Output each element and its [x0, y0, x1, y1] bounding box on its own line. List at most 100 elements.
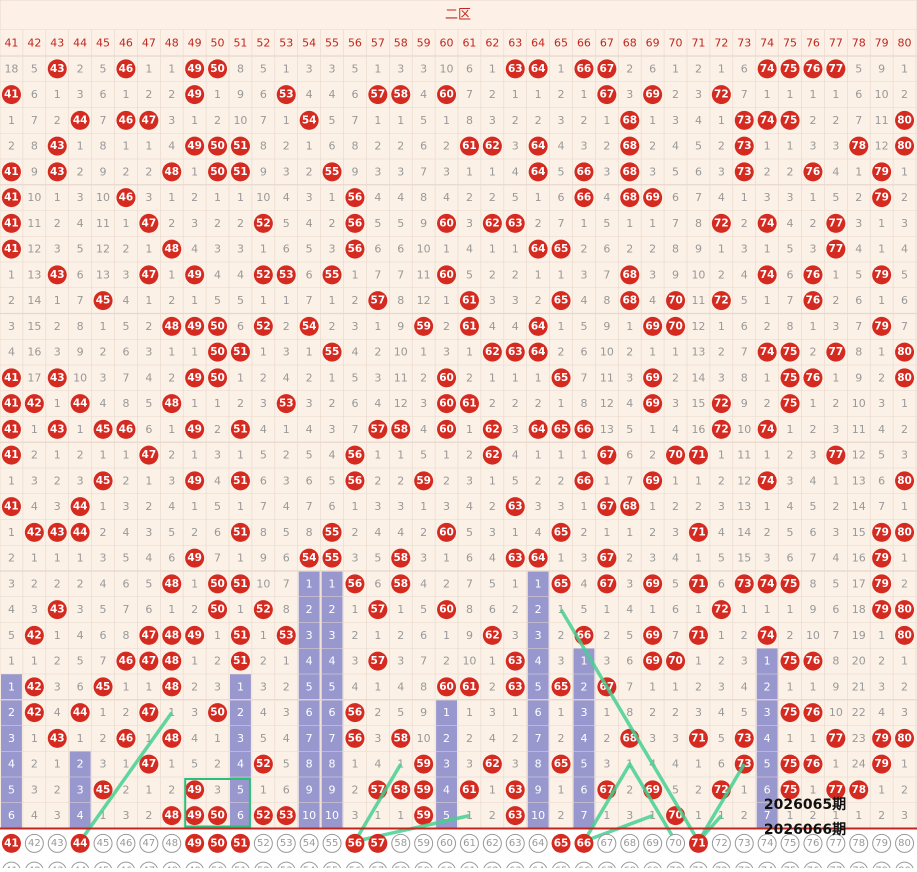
column-header-64: 64 [531, 37, 545, 50]
missing-count: 4 [672, 758, 679, 771]
missing-count: 3 [31, 783, 38, 796]
hit-ball-59 [414, 471, 434, 491]
missing-count: 1 [603, 603, 610, 616]
hit-ball-80 [895, 342, 915, 362]
missing-count: 3 [512, 294, 519, 307]
missing-count: 7 [260, 114, 267, 127]
hit-ball-60 [437, 213, 457, 233]
missing-count: 3 [214, 449, 221, 462]
missing-count: 1 [54, 629, 61, 642]
missing-count: 6 [306, 706, 313, 719]
missing-count: 1 [145, 783, 152, 796]
column-header-57: 57 [371, 37, 385, 50]
missing-count: 4 [443, 191, 450, 204]
missing-count: 1 [145, 62, 152, 75]
hit-ball-64 [528, 342, 548, 362]
missing-count: 2 [512, 397, 519, 410]
missing-count: 1 [31, 552, 38, 565]
missing-count: 5 [168, 526, 175, 539]
hit-ball-label: 80 [897, 604, 912, 616]
missing-count: 1 [741, 783, 748, 796]
missing-count: 3 [145, 346, 152, 359]
last-issue-empty-label: 61 [463, 838, 476, 849]
missing-count: 1 [191, 500, 198, 513]
missing-count: 2 [466, 732, 473, 745]
missing-count: 6 [718, 577, 725, 590]
missing-count: 5 [580, 320, 587, 333]
missing-count: 1 [603, 706, 610, 719]
hit-ball-label: 57 [371, 655, 386, 667]
hit-ball-label: 48 [164, 243, 179, 255]
missing-count: 2 [764, 680, 771, 693]
hit-ball-label: 60 [439, 398, 454, 410]
missing-count: 3 [901, 809, 908, 822]
trend-line [559, 608, 700, 843]
missing-count: 3 [100, 758, 107, 771]
missing-count: 2 [8, 706, 15, 719]
column-header-48: 48 [165, 37, 179, 50]
missing-count: 1 [306, 346, 313, 359]
missing-count: 7 [787, 294, 794, 307]
missing-count: 4 [329, 88, 336, 101]
hit-ball-label: 76 [806, 166, 821, 178]
missing-count: 2 [168, 371, 175, 384]
hit-ball-label: 69 [645, 89, 660, 101]
hit-ball-61 [459, 780, 479, 800]
hit-ball-60 [437, 419, 457, 439]
last-issue-empty-52 [253, 833, 273, 853]
hit-ball-69 [643, 85, 663, 105]
missing-count: 3 [77, 191, 84, 204]
hit-ball-label: 79 [874, 758, 889, 770]
hit-ball-label: 79 [874, 732, 889, 744]
hit-ball-70 [666, 445, 686, 465]
missing-count: 7 [122, 371, 129, 384]
missing-count: 4 [626, 603, 633, 616]
hit-ball-76 [803, 651, 823, 671]
missing-count: 9 [832, 680, 839, 693]
hit-ball-65 [551, 677, 571, 697]
missing-count: 6 [626, 655, 633, 668]
hit-ball-64 [528, 59, 548, 79]
hit-ball-label: 66 [577, 423, 592, 435]
missing-count: 3 [489, 706, 496, 719]
hit-ball-68 [620, 291, 640, 311]
hit-ball-58 [391, 780, 411, 800]
missing-count: 2 [122, 165, 129, 178]
hit-ball-52 [253, 806, 273, 826]
hit-ball-57 [368, 419, 388, 439]
missing-count: 8 [855, 346, 862, 359]
hit-ball-label: 51 [233, 578, 248, 590]
missing-count: 2 [535, 294, 542, 307]
missing-count: 10 [27, 191, 41, 204]
missing-count: 9 [397, 320, 404, 333]
missing-count: 3 [122, 809, 129, 822]
missing-count: 5 [901, 268, 908, 281]
missing-count: 6 [31, 88, 38, 101]
hit-ball-49 [185, 625, 205, 645]
missing-count: 3 [466, 217, 473, 230]
hit-ball-label: 64 [531, 63, 546, 75]
hit-ball-58 [391, 85, 411, 105]
missing-count: 3 [397, 500, 404, 513]
missing-count: 2 [31, 449, 38, 462]
missing-count: 3 [809, 243, 816, 256]
missing-count: 5 [283, 758, 290, 771]
hit-ball-label: 44 [73, 501, 88, 513]
missing-count: 8 [603, 294, 610, 307]
missing-count: 9 [100, 165, 107, 178]
last-issue-empty-62 [482, 833, 502, 853]
hit-ball-79 [872, 600, 892, 620]
missing-count: 1 [489, 62, 496, 75]
hit-ball-label: 80 [897, 372, 912, 384]
missing-count: 2 [145, 320, 152, 333]
hit-ball-label: 45 [96, 423, 111, 435]
column-header-70: 70 [669, 37, 683, 50]
missing-count: 2 [31, 577, 38, 590]
hit-ball-label: 77 [829, 784, 844, 796]
last-issue-empty-label: 43 [51, 838, 64, 849]
missing-count: 2 [54, 320, 61, 333]
missing-count: 8 [260, 526, 267, 539]
missing-count: 2 [329, 397, 336, 410]
missing-count: 2 [649, 706, 656, 719]
hit-ball-label: 62 [485, 449, 500, 461]
